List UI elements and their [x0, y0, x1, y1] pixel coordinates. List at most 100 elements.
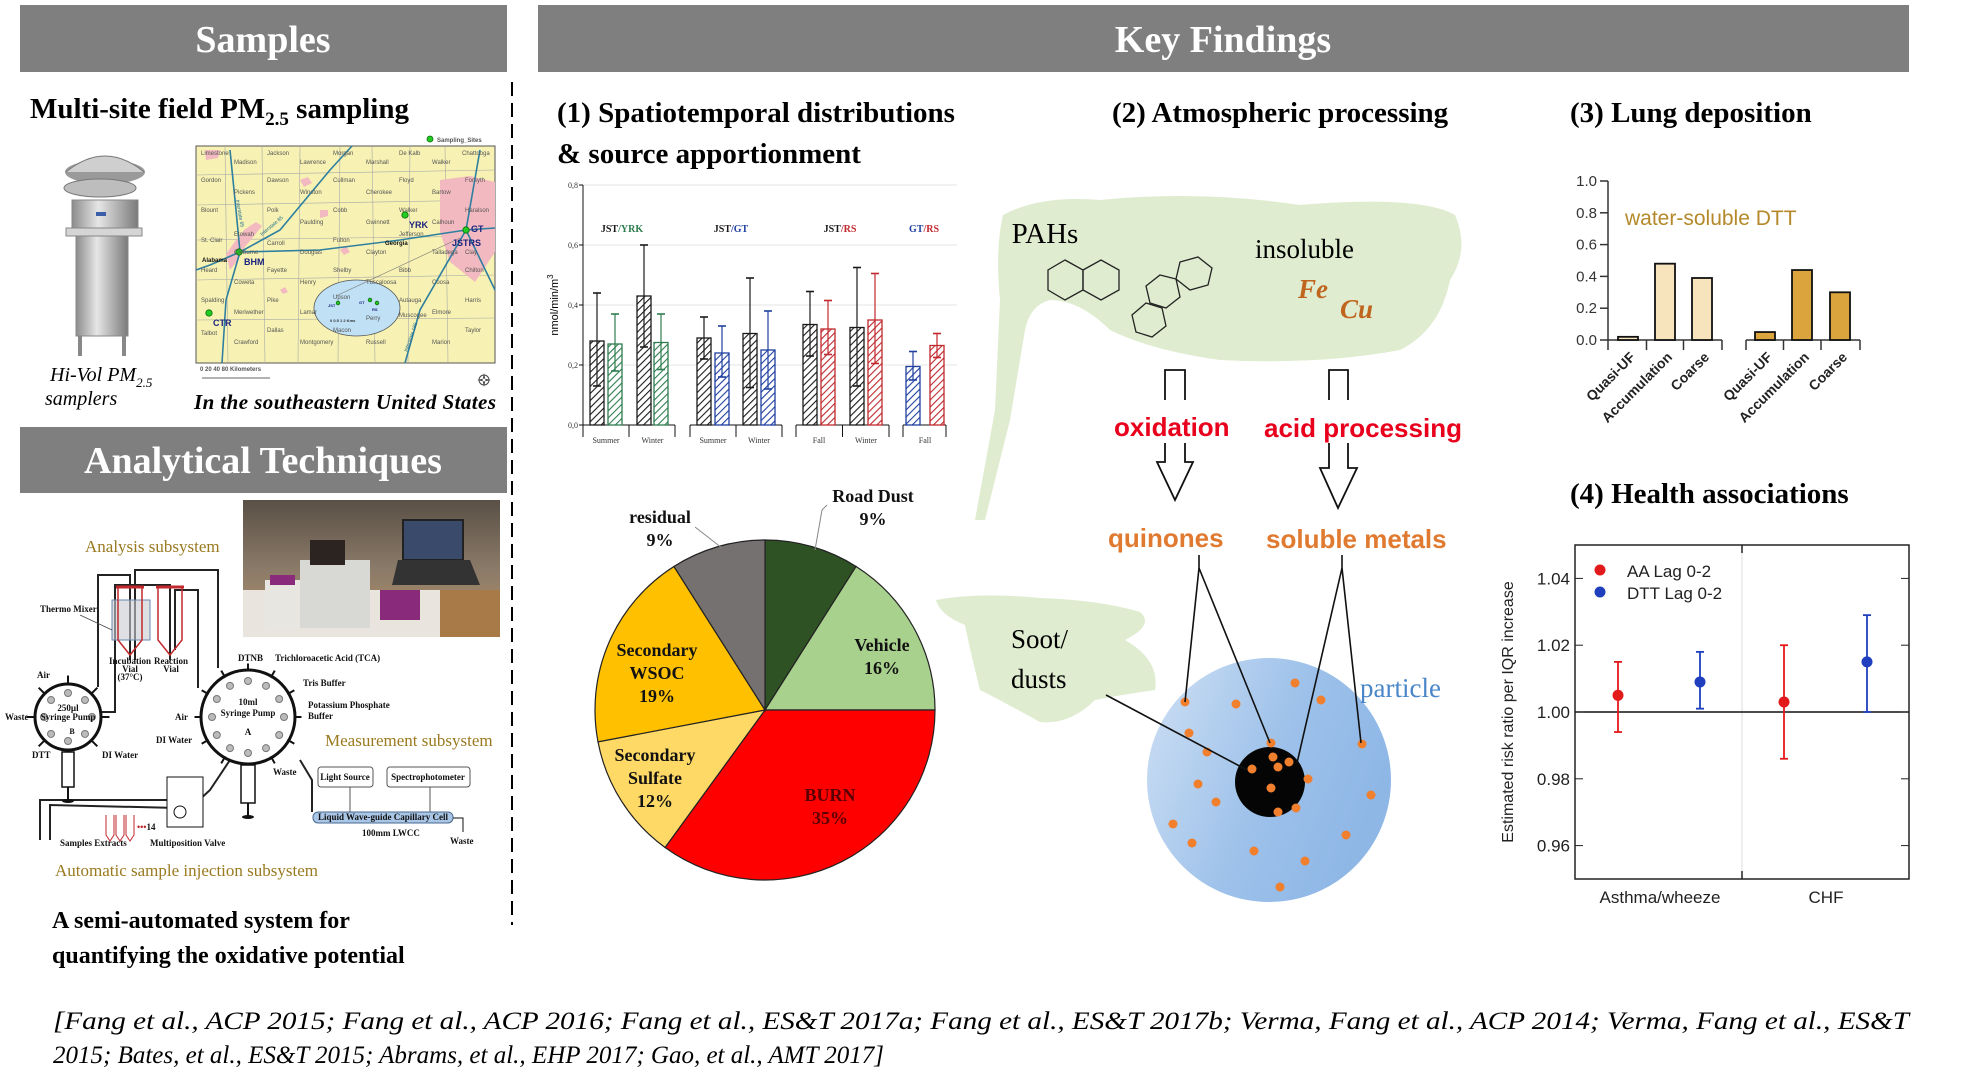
pie-slice: [594, 565, 766, 743]
leader-line: [814, 504, 828, 551]
port-tube: [220, 755, 227, 764]
pie-label: BURN: [804, 785, 855, 805]
light-source-label: Light Source: [320, 772, 370, 782]
dtt-spatiotemporal-bar-chart: 0,0 0,2 0,4 0,6 0,8 nmol/min/m3 JST/YRK Summer W…: [546, 181, 957, 445]
county-label: Bibb: [399, 268, 412, 274]
valve-port: [64, 737, 72, 745]
y-tick-label: 1.04: [1537, 569, 1570, 588]
pie-label: Road Dust: [832, 486, 914, 506]
y-tick-label: 1.0: [1576, 173, 1597, 190]
port-tube: [269, 755, 276, 764]
panel-title-site: /YRK: [617, 224, 643, 235]
county-label: Chattooga: [462, 151, 490, 157]
lung-bar: [1617, 335, 1639, 341]
samples-header-bar: [20, 5, 507, 72]
valve-port: [47, 696, 56, 705]
y-tick-label: 0,8: [568, 181, 578, 190]
port-tube: [286, 738, 295, 745]
pie-label: 35%: [812, 808, 848, 828]
sampling-sites-map: Sampling_Sites BHM YRK GT JSTRS CTR JST …: [195, 135, 496, 387]
soot-label: Soot/: [1011, 624, 1069, 654]
y-axis-label: nmol/min/m3: [546, 274, 561, 336]
port-tube: [286, 689, 295, 696]
county-label: Walker: [432, 160, 450, 166]
vials: [116, 585, 184, 657]
map-caption: In the southeastern United States: [193, 390, 496, 414]
county-label: Gwinnett: [366, 220, 390, 226]
county-labels: Limestone Madison Jackson Lawrence Morgan Mar…: [201, 151, 490, 346]
valve-port: [64, 689, 72, 697]
panel-title-site: /RS: [840, 224, 857, 235]
section1-title-line2: & source apportionment: [557, 138, 861, 170]
county-label: Calhoun: [432, 220, 454, 226]
sampler-caption: Hi-Vol PM2.5: [49, 364, 153, 390]
x-tick-label: Summer: [699, 436, 726, 445]
incubation-vial-label-3: (37°C): [117, 672, 142, 682]
pie-label: 12%: [637, 791, 673, 811]
panel-title: JST/GT: [714, 224, 749, 235]
component-dot: [1366, 790, 1376, 800]
panel-title-site: GT: [909, 224, 924, 235]
component-dot: [1290, 678, 1300, 688]
county-label: Elmore: [432, 310, 452, 316]
valve-port: [275, 695, 284, 703]
incubation-vial-label: Incubation: [109, 656, 151, 666]
inset-scale: 0 0.5 1 2 Kms: [330, 318, 356, 323]
panel-title-site: JST: [714, 224, 732, 235]
acid-processing-label: acid processing: [1264, 413, 1462, 443]
risk-ratio-point: [1861, 656, 1873, 668]
citation-line1: [Fang et al., ACP 2015; Fang et al., ACP…: [53, 1008, 1911, 1035]
county-label: Cleburne: [234, 250, 259, 256]
thermo-mixer-label: Thermo Mixer: [40, 604, 97, 614]
compass-rose-icon: [477, 373, 491, 387]
analytical-caption-line2: quantifying the oxidative potential: [52, 943, 405, 969]
pie-label: residual: [629, 507, 691, 527]
legend-label: AA Lag 0-2: [1627, 562, 1711, 581]
key-findings-header: Key Findings: [1115, 19, 1331, 61]
valve-port: [47, 729, 56, 738]
county-label: Coosa: [432, 280, 450, 286]
valve-port: [275, 731, 284, 739]
component-dot: [1275, 882, 1285, 892]
valve-port: [40, 713, 48, 721]
panel-title-site: /GT: [730, 224, 749, 235]
component-dot: [1266, 738, 1276, 748]
citation-line2: 2015; Bates, et al., ES&T 2015; Abrams, …: [53, 1042, 884, 1069]
valve-port: [88, 713, 96, 721]
valve-port: [226, 744, 234, 753]
potassium-phosphate-label-2: Buffer: [308, 711, 333, 721]
risk-ratio-point: [1778, 696, 1790, 708]
lung-bar: [1791, 269, 1813, 341]
county-label: Tuscaloosa: [366, 280, 397, 286]
analytical-header: Analytical Techniques: [84, 440, 442, 482]
pie-label: 9%: [860, 509, 887, 529]
legend-label: DTT Lag 0-2: [1627, 584, 1722, 603]
vial-count-label: •••14: [137, 822, 156, 832]
multiposition-valve-label: Multiposition Valve: [150, 838, 225, 848]
inset-label-jst: JST: [328, 303, 336, 308]
insoluble-label: insoluble: [1255, 234, 1354, 264]
x-tick-label: Coarse: [1805, 349, 1850, 394]
county-line: [195, 274, 496, 281]
spectrophotometer-label: Spectrophotometer: [391, 772, 465, 782]
cu-label: Cu: [1340, 294, 1373, 324]
county-label: Talbot: [201, 331, 217, 337]
county-label: St. Clair: [201, 238, 222, 244]
samples-header: Samples: [195, 19, 330, 61]
county-label: Cobb: [333, 208, 348, 214]
component-dot: [1284, 757, 1294, 767]
x-tick-label: Fall: [919, 436, 932, 445]
pump-a-label: Syringe Pump: [221, 708, 276, 718]
county-label: Dawson: [267, 178, 289, 184]
pie-slice: [763, 565, 936, 711]
sample-extract-vials: [105, 815, 135, 842]
county-label: Upson: [333, 295, 350, 301]
county-label: Clay: [465, 250, 477, 256]
samples-subtitle: Multi-site field PM2.5 sampling: [30, 93, 409, 130]
county-label: Clayton: [366, 250, 386, 256]
interstate-highways: [195, 145, 496, 364]
pahs-label: PAHs: [1012, 218, 1079, 250]
component-dot: [1357, 739, 1367, 749]
analytical-section: Analytical Techniques Analysis subsystem: [5, 427, 507, 969]
valve-port: [80, 696, 89, 705]
